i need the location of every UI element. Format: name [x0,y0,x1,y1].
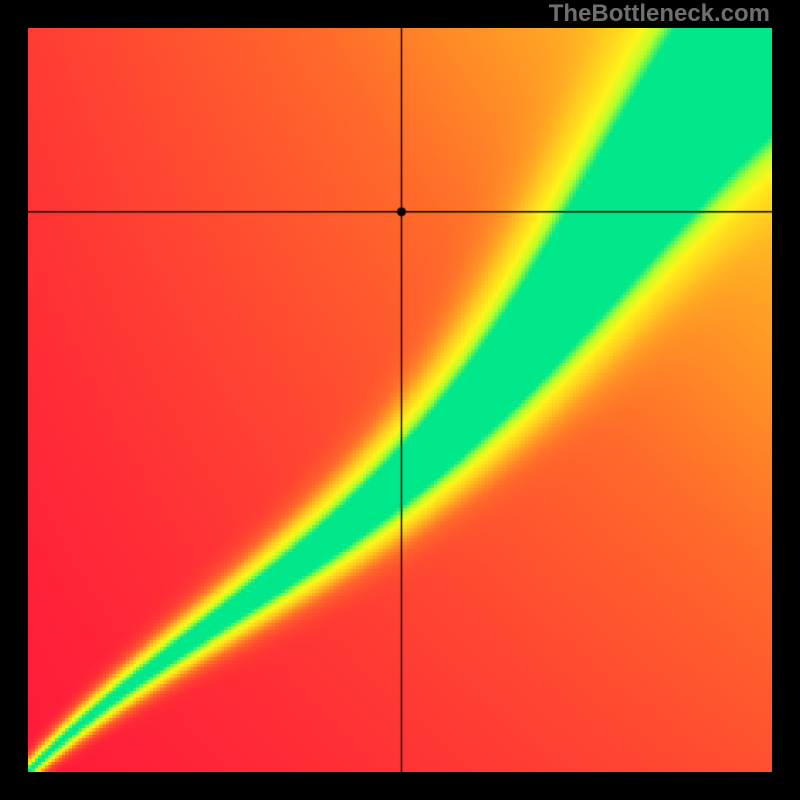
crosshair-overlay [0,0,800,800]
watermark-text: TheBottleneck.com [549,0,770,28]
chart-stage: TheBottleneck.com [0,0,800,800]
